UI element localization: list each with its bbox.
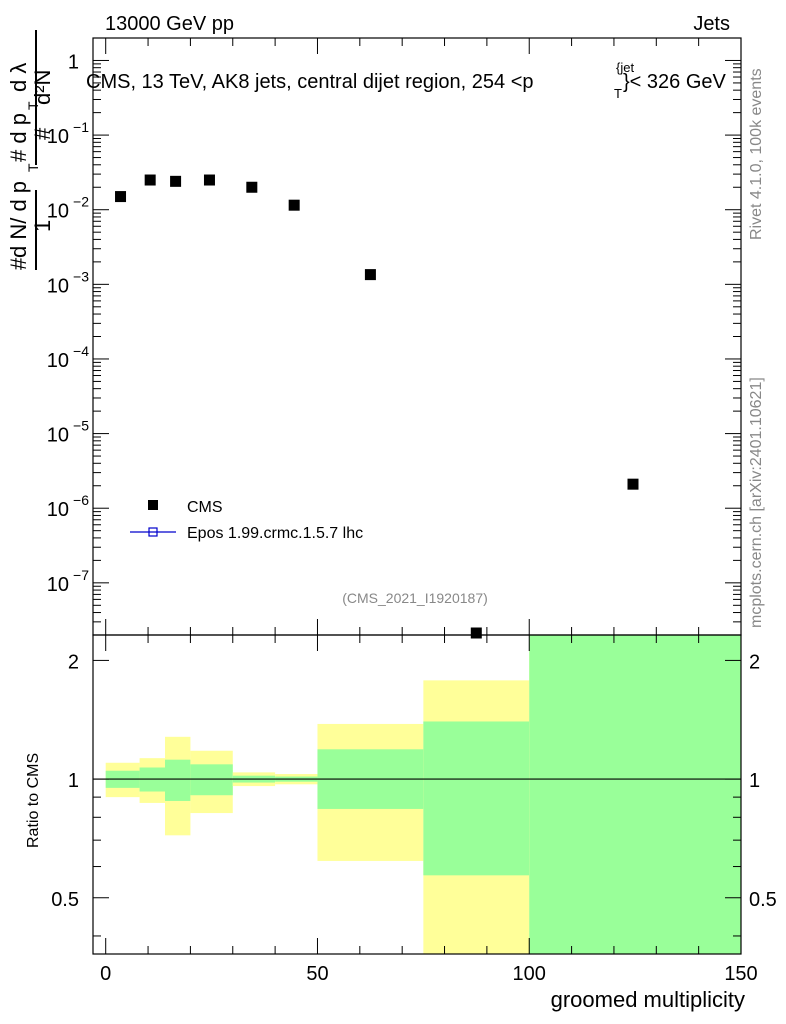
svg-text:T: T — [25, 163, 41, 172]
ratio-frame — [92, 634, 742, 955]
x-axis-label: groomed multiplicity — [551, 987, 745, 1012]
svg-text:T: T — [25, 101, 41, 110]
cms-point-3 — [203, 174, 215, 186]
stat-band-7 — [423, 721, 530, 876]
x-tick-label-2: 100 — [513, 963, 546, 985]
main-y-tick-exp-6: −6 — [73, 492, 89, 508]
ratio-axes: 0.5 0.5 1 1 2 2 0 50 100 150 — [51, 634, 777, 985]
cms-data-points — [115, 174, 639, 639]
main-y-tick-exp-2: −2 — [73, 194, 89, 210]
legend-cms-marker — [148, 500, 158, 510]
x-tick-label-0: 0 — [100, 963, 111, 985]
stat-band-2 — [165, 759, 191, 801]
svg-text:CMS, 13 TeV, AK8 jets, central: CMS, 13 TeV, AK8 jets, central dijet reg… — [86, 71, 534, 93]
main-y-tick-exp-7: −7 — [73, 567, 89, 583]
legend-cms-label: CMS — [187, 499, 223, 516]
ratio-y-tick-label-right-2: 2 — [749, 651, 760, 673]
main-axes: 110−110−210−310−410−510−610−7 — [47, 37, 742, 636]
mcplots-label: mcplots.cern.ch [arXiv:2401.10621] — [748, 377, 765, 628]
ratio-y-axis-label: Ratio to CMS — [25, 753, 42, 848]
main-y-tick-label-1: 10 — [47, 126, 69, 148]
main-y-tick-label-2: 10 — [47, 201, 69, 223]
main-y-axis-label: # d N/ d p T 1 # d p T d λ # d²N — [6, 30, 55, 270]
main-frame — [92, 37, 742, 636]
svg-text:#: # — [30, 127, 55, 140]
cms-point-1 — [144, 174, 156, 186]
cms-point-6 — [364, 269, 376, 281]
main-y-tick-exp-5: −5 — [73, 418, 89, 434]
svg-text:}< 326 GeV: }< 326 GeV — [623, 71, 727, 93]
ratio-y-tick-label-left-0: 0.5 — [51, 889, 79, 911]
ratio-y-tick-label-left-1: 1 — [68, 770, 79, 792]
svg-text:d²N: d²N — [30, 70, 55, 105]
cms-point-4 — [246, 181, 258, 193]
main-y-tick-label-4: 10 — [47, 350, 69, 372]
ratio-bands — [93, 635, 741, 954]
svg-text:# d p: # d p — [6, 113, 31, 162]
main-y-tick-label-5: 10 — [47, 425, 69, 447]
stat-band-3 — [190, 764, 233, 796]
main-y-tick-label-7: 10 — [47, 574, 69, 596]
cms-point-2 — [170, 175, 182, 187]
cms-point-0 — [115, 191, 127, 203]
svg-text:T: T — [614, 86, 622, 101]
energy-label: 13000 GeV pp — [105, 13, 234, 35]
main-y-tick-label-3: 10 — [47, 275, 69, 297]
legend: CMS Epos 1.99.crmc.1.5.7 lhc — [130, 499, 363, 542]
rivet-label: Rivet 4.1.0, 100k events — [748, 68, 765, 240]
main-y-tick-label-6: 10 — [47, 499, 69, 521]
plot-title: CMS, 13 TeV, AK8 jets, central dijet reg… — [86, 60, 727, 101]
x-tick-label-1: 50 — [306, 963, 328, 985]
ratio-y-tick-label-left-2: 2 — [68, 651, 79, 673]
x-tick-label-3: 150 — [724, 963, 757, 985]
process-label: Jets — [693, 13, 730, 35]
svg-text:1: 1 — [30, 220, 55, 232]
legend-epos-marker — [148, 527, 158, 537]
analysis-id: (CMS_2021_I1920187) — [342, 590, 488, 606]
cms-point-5 — [288, 199, 300, 211]
svg-text:{jet: {jet — [616, 60, 634, 75]
legend-epos-label: Epos 1.99.crmc.1.5.7 lhc — [187, 525, 363, 542]
ratio-y-tick-label-right-1: 1 — [749, 770, 760, 792]
svg-text:d λ: d λ — [6, 63, 31, 92]
main-y-tick-exp-3: −3 — [73, 268, 89, 284]
cms-point-8 — [627, 478, 639, 490]
cms-point-7 — [470, 627, 482, 639]
ratio-y-tick-label-right-0: 0.5 — [749, 889, 777, 911]
stat-band-8 — [529, 635, 741, 954]
main-y-tick-exp-1: −1 — [73, 119, 89, 135]
main-y-tick-label-0: 1 — [68, 51, 79, 73]
svg-text:d N/ d p: d N/ d p — [6, 181, 31, 258]
main-y-tick-exp-4: −4 — [73, 343, 89, 359]
svg-text:#: # — [6, 257, 31, 270]
